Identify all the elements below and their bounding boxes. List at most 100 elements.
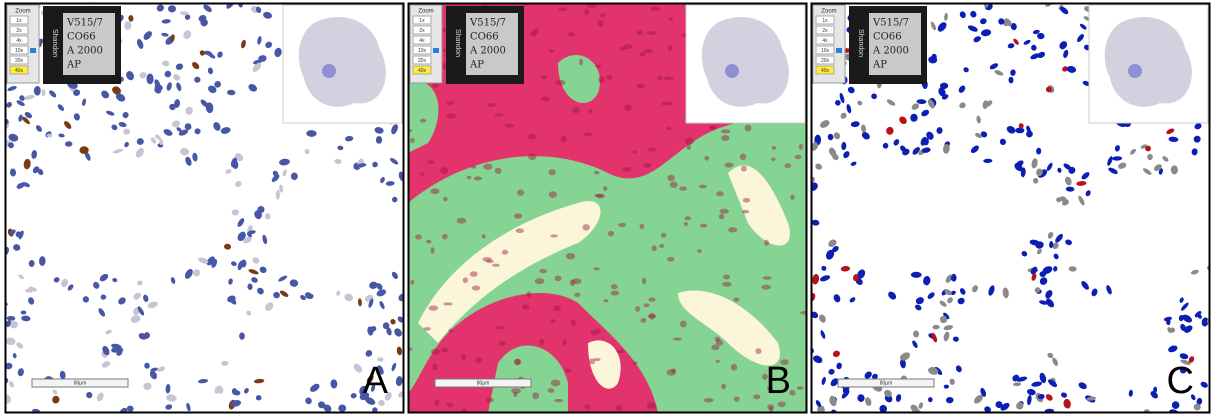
nucleus	[721, 383, 726, 389]
nucleus	[574, 293, 580, 297]
nucleus	[772, 146, 777, 150]
label-line: V515/7	[66, 18, 103, 29]
nucleus	[548, 169, 555, 175]
zoom-level: 2x	[822, 28, 828, 34]
nucleus	[611, 290, 620, 295]
nucleus	[579, 59, 583, 66]
nucleus	[666, 127, 672, 131]
nucleus	[447, 113, 456, 119]
nucleus	[441, 348, 449, 353]
nucleus	[667, 175, 675, 181]
nucleus	[644, 49, 653, 53]
nucleus	[668, 102, 672, 106]
zoom-level: 4x	[16, 38, 22, 44]
nucleus	[624, 104, 632, 111]
nucleus	[603, 299, 608, 302]
nucleus	[771, 157, 775, 161]
nucleus	[539, 269, 547, 273]
scale-bar-label: 80µm	[74, 380, 87, 386]
figure: Zoom1x2x4x10x20x40xShandonV515/7CO66A 20…	[0, 0, 1211, 417]
nucleus	[704, 156, 709, 161]
nucleus	[661, 233, 667, 238]
nucleus	[474, 176, 482, 180]
label-line: V515/7	[872, 18, 909, 29]
label-line: CO66	[470, 32, 499, 43]
nucleus	[797, 386, 804, 389]
nucleus	[541, 97, 549, 102]
thumbnail-view	[1128, 64, 1142, 78]
nucleus	[715, 337, 720, 342]
nucleus	[146, 73, 153, 84]
panel: Zoom1x2x4x10x20x40xShandonV515/7CO66A 20…	[807, 0, 1211, 417]
label-brand: Shandon	[51, 29, 58, 57]
nucleus	[632, 150, 637, 153]
nucleus	[572, 107, 580, 113]
nucleus	[1015, 128, 1024, 134]
nucleus	[595, 65, 601, 68]
zoom-level: 2x	[419, 28, 425, 34]
nucleus	[790, 195, 795, 200]
nucleus	[410, 138, 415, 143]
nucleus	[432, 364, 437, 371]
nucleus	[745, 125, 752, 132]
zoom-level: 20x	[418, 58, 427, 64]
panel: Zoom1x2x4x10x20x40xShandonV515/7CO66A 20…	[405, 1, 809, 415]
zoom-level: 20x	[821, 58, 830, 64]
nucleus	[548, 388, 555, 393]
nucleus	[448, 329, 453, 333]
nucleus	[528, 154, 536, 160]
nucleus	[668, 45, 673, 51]
nucleus	[495, 168, 502, 174]
panel-letter: C	[1167, 360, 1194, 402]
nucleus	[741, 166, 747, 172]
nucleus	[457, 218, 467, 224]
nucleus	[424, 327, 431, 331]
nucleus	[527, 291, 532, 297]
nucleus	[659, 244, 664, 248]
nucleus	[742, 210, 749, 214]
nucleus	[616, 350, 624, 353]
nucleus	[763, 276, 772, 279]
nucleus	[664, 77, 674, 81]
nucleus	[740, 154, 746, 161]
nucleus	[551, 319, 556, 323]
nucleus	[684, 222, 688, 226]
zoom-level: 2x	[16, 28, 22, 34]
nucleus	[648, 297, 655, 302]
nucleus	[643, 163, 651, 168]
nucleus	[642, 278, 646, 285]
nucleus	[711, 344, 719, 350]
nucleus	[640, 52, 646, 56]
zoom-level: 10x	[418, 48, 427, 54]
nucleus	[499, 341, 506, 346]
nucleus	[641, 318, 647, 323]
nucleus	[563, 339, 567, 346]
nucleus	[482, 257, 491, 262]
nucleus	[731, 364, 737, 371]
thumbnail-view	[322, 64, 336, 78]
nucleus	[635, 306, 640, 312]
zoom-level: 40x	[15, 68, 24, 74]
nucleus	[410, 280, 414, 285]
panel: Zoom1x2x4x10x20x40xShandonV515/7CO66A 20…	[0, 0, 407, 417]
nucleus	[643, 303, 649, 307]
nucleus	[723, 274, 730, 279]
nucleus	[539, 339, 544, 346]
nucleus	[594, 171, 600, 175]
label-line: AP	[66, 60, 81, 71]
thumbnail-view	[725, 64, 739, 78]
nucleus	[753, 394, 760, 399]
nucleus	[647, 402, 657, 409]
nucleus	[719, 214, 724, 220]
scale-bar-label: 80µm	[880, 380, 893, 386]
nucleus	[442, 234, 448, 240]
nucleus	[549, 191, 557, 198]
nucleus	[598, 77, 605, 84]
nucleus	[767, 404, 774, 410]
nucleus	[515, 359, 520, 366]
nucleus	[619, 46, 626, 50]
label-brand: Shandon	[454, 29, 461, 57]
nucleus	[594, 358, 601, 361]
nucleus	[734, 397, 740, 402]
nucleus	[514, 213, 522, 218]
